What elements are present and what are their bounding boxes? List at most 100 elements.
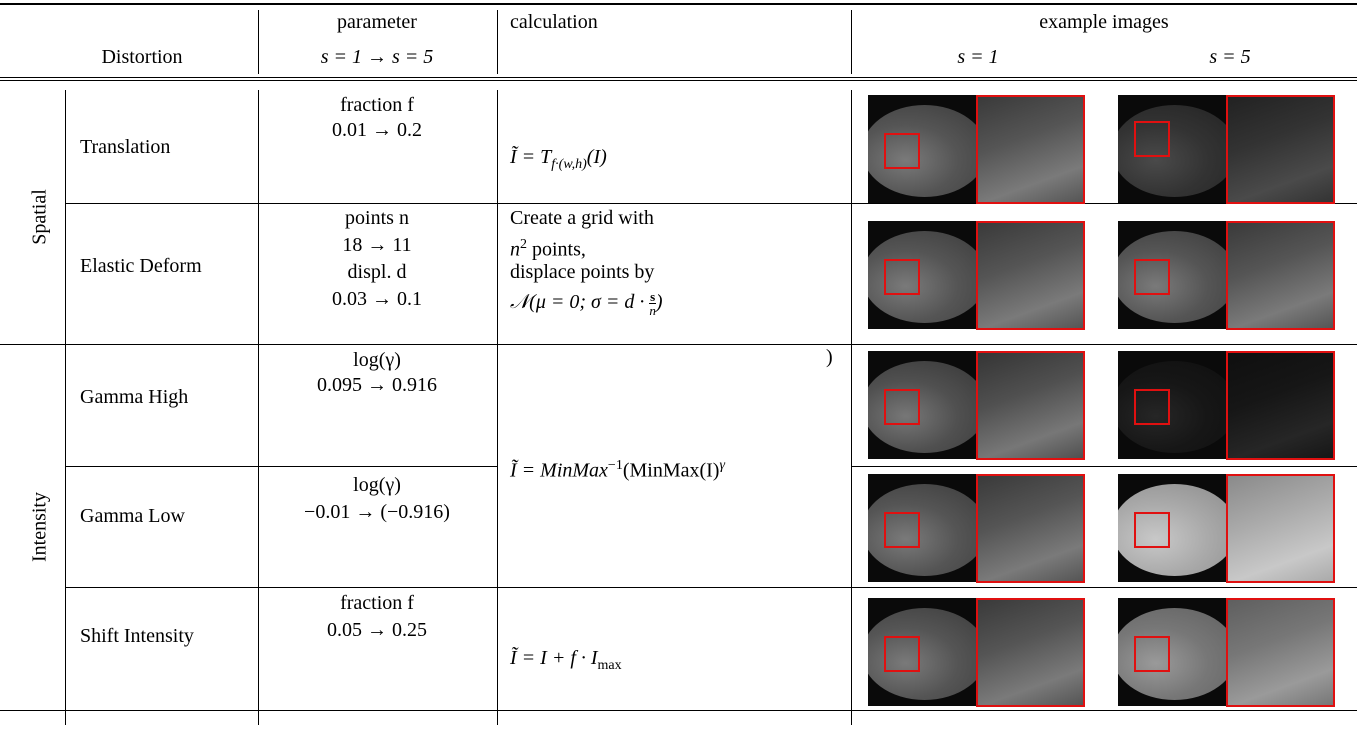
header-calculation: calculation [510,11,598,33]
roi-box [884,512,920,548]
formula: 2 [520,237,527,252]
row-rule [65,466,497,467]
parameter-line: log(γ) [353,349,401,371]
roi-box [1134,259,1170,295]
bottom-rule [0,710,1357,711]
distortion-name: Gamma High [80,386,189,408]
zoom-image [976,474,1085,583]
formula: 𝒩(μ = 0; σ = d · [510,291,650,314]
group-rule [0,344,1357,345]
zoom-image [1226,351,1335,460]
zoom-image [1226,95,1335,204]
brain-region [1118,484,1226,576]
brain-region [1118,361,1226,453]
zoom-image [1226,598,1335,707]
formula: Ĩ = T [510,146,552,168]
zoom-image [976,95,1085,204]
brain-region [868,361,976,453]
formula: f·(w,h) [551,157,587,172]
calculation: Ĩ = I + f · Imax [510,646,622,678]
brain-region [868,608,976,700]
col-rule [497,90,498,725]
example-image [1118,474,1226,582]
example-image [868,598,976,706]
formula: (I) [586,146,607,168]
parameter-line: −0.01 → (−0.916) [304,501,450,523]
example-image [868,221,976,329]
formula: γ [719,458,725,473]
col-rule [65,90,66,725]
col-rule [851,10,852,74]
formula: points, [527,238,586,261]
row-rule [65,587,1357,588]
denominator: n [649,303,656,318]
zoom-image [976,221,1085,330]
group-label: Intensity [28,492,51,562]
top-rule [0,3,1357,5]
brain-region [868,105,976,197]
example-image [868,474,976,582]
roi-box [1134,389,1170,425]
distortion-name: Shift Intensity [80,625,194,647]
parameter-line: 0.03 → 0.1 [332,288,422,310]
header-distortion: Distortion [101,46,183,68]
roi-box [1134,636,1170,672]
header-s1: s = 1 [957,46,999,68]
formula: Ĩ = MinMax [510,459,608,482]
col-rule [851,90,852,725]
zoom-image [976,351,1085,460]
example-image [1118,221,1226,329]
row-rule [851,466,1357,467]
distortion-name: Translation [80,136,171,158]
calculation-line: Create a grid with [510,207,654,229]
stray-paren: ) [826,346,833,368]
example-image [868,351,976,459]
roi-box [884,259,920,295]
parameter-line: log(γ) [353,474,401,496]
example-image [868,95,976,203]
formula: −1 [607,458,623,473]
parameter-line: displ. d [347,261,407,283]
distortion-name: Elastic Deform [80,255,202,277]
parameter-line: 0.01 → 0.2 [332,119,422,141]
header-parameter-range: s = 1 → s = 5 [320,46,434,68]
header-rule [0,77,1357,78]
parameter-line: fraction f [340,592,414,614]
group-label: Spatial [28,189,51,245]
example-image [1118,598,1226,706]
formula: (MinMax(I) [622,459,720,482]
header-parameter: parameter [337,11,417,33]
zoom-image [1226,474,1335,583]
formula: max [597,658,622,673]
calculation: Ĩ = MinMax−1(MinMax(I)γ [510,454,725,483]
brain-region [868,231,976,323]
distortion-name: Gamma Low [80,505,185,527]
formula: Ĩ = I + f · I [510,647,598,669]
example-image [1118,351,1226,459]
zoom-image [976,598,1085,707]
zoom-image [1226,221,1335,330]
brain-region [1118,608,1226,700]
roi-box [1134,121,1170,157]
parameter-line: 18 → 11 [342,234,412,256]
roi-box [884,636,920,672]
header-example-images: example images [1039,11,1169,33]
col-rule [258,10,259,74]
header-rule [0,80,1357,81]
brain-region [868,484,976,576]
roi-box [884,389,920,425]
numerator: s [649,289,656,304]
calculation: Ĩ = Tf·(w,h)(I) [510,145,607,177]
parameter-line: fraction f [340,94,414,116]
col-rule [258,90,259,725]
roi-box [1134,512,1170,548]
parameter-line: 0.095 → 0.916 [317,374,437,396]
formula: n [510,238,520,261]
roi-box [884,133,920,169]
brain-region [1118,231,1226,323]
brain-region [1118,105,1226,197]
parameter-line: 0.05 → 0.25 [327,619,427,641]
